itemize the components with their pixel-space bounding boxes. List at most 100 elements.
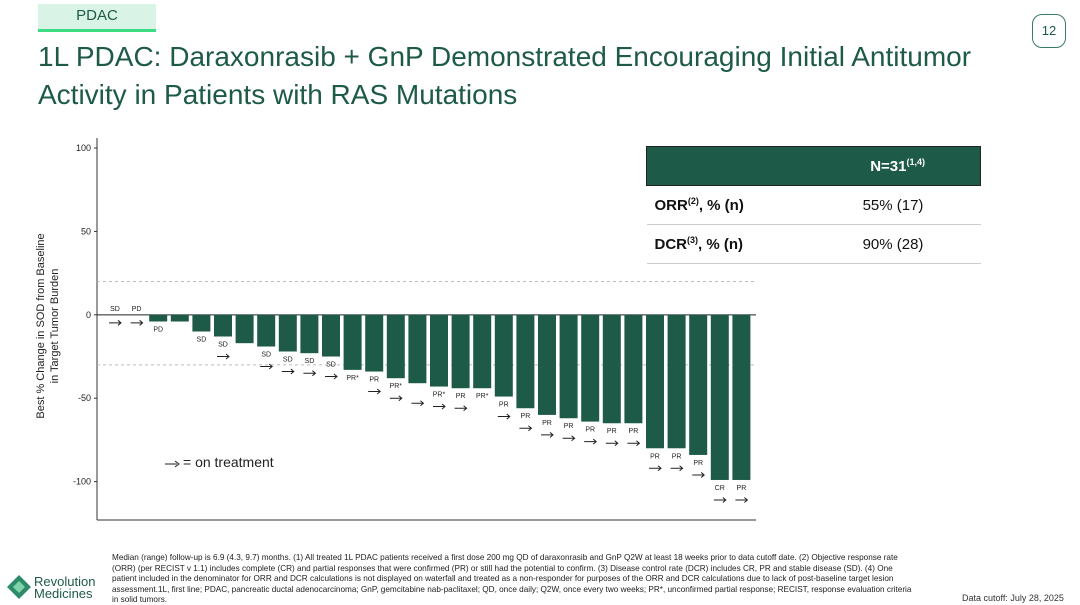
logo-text: Revolution bbox=[34, 574, 96, 589]
bar bbox=[516, 314, 535, 409]
bar bbox=[322, 314, 340, 357]
on-treatment-arrow bbox=[670, 465, 684, 472]
bar bbox=[386, 314, 405, 379]
bar-label: PR bbox=[542, 420, 552, 427]
y-axis-label: in Target Tumor Burden bbox=[49, 269, 61, 384]
bar-label: SD bbox=[197, 337, 207, 344]
bar-label: PR bbox=[672, 453, 682, 460]
label: , % (n) bbox=[698, 197, 744, 214]
y-tick-label: -100 bbox=[73, 477, 91, 487]
on-treatment-arrow bbox=[584, 438, 597, 445]
on-treatment-arrow bbox=[411, 400, 425, 407]
bar bbox=[581, 314, 600, 422]
on-treatment-arrow bbox=[433, 403, 446, 410]
on-treatment-arrow bbox=[368, 388, 381, 395]
footnote: Median (range) follow-up is 6.9 (4.3, 9.… bbox=[112, 553, 912, 604]
bar bbox=[732, 314, 751, 480]
y-tick-label: 0 bbox=[86, 310, 91, 320]
on-treatment-arrow bbox=[389, 395, 403, 402]
row-label: ORR(2), % (n) bbox=[646, 185, 806, 225]
bar bbox=[300, 314, 319, 354]
y-tick-label: 50 bbox=[81, 226, 91, 236]
data-cutoff: Data cutoff: July 28, 2025 bbox=[962, 593, 1064, 603]
bar-label: PR bbox=[369, 377, 379, 384]
on-treatment-arrow bbox=[562, 435, 576, 442]
on-treatment-arrow bbox=[303, 370, 317, 377]
on-treatment-arrow bbox=[130, 319, 144, 326]
bar bbox=[170, 314, 189, 322]
bar-label: PR bbox=[607, 428, 617, 435]
row: ORR(2), % (n) 55% (17) bbox=[646, 185, 981, 225]
on-treatment-arrow bbox=[217, 353, 230, 360]
bar-label: SD bbox=[283, 357, 293, 364]
row: DCR(3), % (n) 90% (28) bbox=[646, 224, 981, 264]
bar bbox=[689, 314, 708, 455]
bar-label: PR* bbox=[433, 392, 446, 399]
legend-arrow bbox=[174, 460, 180, 468]
bar-label: SD bbox=[305, 358, 315, 365]
bar bbox=[235, 314, 254, 344]
bar bbox=[214, 314, 232, 337]
label: ORR bbox=[654, 197, 688, 214]
label: DCR bbox=[654, 236, 688, 253]
bar bbox=[149, 314, 168, 322]
label: , % (n) bbox=[698, 236, 743, 253]
title: 1L PDAC: Daraxonrasib + GnP Demonstrated… bbox=[38, 38, 971, 114]
title-line: Activity in Patients with RAS Mutations bbox=[38, 79, 518, 110]
tag: PDAC bbox=[38, 4, 156, 32]
bar-label: PR bbox=[650, 453, 660, 460]
header-text: N=31 bbox=[870, 158, 907, 175]
bar bbox=[430, 314, 448, 387]
bar-label: PR bbox=[499, 402, 509, 409]
row-value: 90% (28) bbox=[805, 224, 981, 264]
bar bbox=[494, 314, 513, 397]
bar bbox=[538, 314, 556, 415]
on-treatment-arrow bbox=[519, 425, 533, 432]
bar-label: PR* bbox=[346, 375, 359, 382]
header: N=31(1,4) bbox=[646, 146, 981, 186]
on-treatment-arrow bbox=[605, 440, 619, 447]
sup: (3) bbox=[687, 235, 698, 245]
bar-label: PR bbox=[737, 485, 747, 492]
bar-label: PR bbox=[456, 393, 466, 400]
page-number: 12 bbox=[1032, 14, 1066, 48]
bar-label: SD bbox=[261, 352, 271, 359]
bar bbox=[646, 314, 664, 449]
on-treatment-arrow bbox=[713, 497, 727, 503]
on-treatment-arrow bbox=[325, 373, 338, 380]
on-treatment-arrow bbox=[541, 432, 554, 438]
title-line: 1L PDAC: Daraxonrasib + GnP Demonstrated… bbox=[38, 41, 972, 72]
bar bbox=[278, 314, 297, 352]
bar bbox=[624, 314, 643, 424]
sup: (2) bbox=[687, 196, 699, 206]
bar bbox=[602, 314, 621, 424]
bar bbox=[257, 314, 276, 347]
bar bbox=[473, 314, 492, 389]
bar bbox=[667, 314, 686, 449]
bar-label: PD bbox=[132, 306, 142, 313]
legend-text: = on treatment bbox=[183, 454, 274, 470]
row-value: 55% (17) bbox=[805, 185, 981, 225]
bar-label: PR* bbox=[390, 383, 403, 390]
bar bbox=[408, 314, 427, 384]
logo-mark bbox=[7, 575, 31, 599]
bar bbox=[559, 314, 578, 419]
bar-label: SD bbox=[110, 306, 120, 313]
bar-label: PR bbox=[564, 423, 574, 430]
on-treatment-arrow bbox=[735, 497, 749, 503]
on-treatment-arrow bbox=[649, 465, 662, 472]
y-axis-label: Best % Change in SOD from Baseline bbox=[35, 233, 47, 418]
chart: Best % Change in SOD from Baseline in Ta… bbox=[35, 138, 756, 521]
bar-label: PR bbox=[521, 413, 531, 420]
bar bbox=[365, 314, 384, 372]
on-treatment-arrow bbox=[627, 440, 641, 447]
on-treatment-arrow bbox=[692, 472, 705, 478]
on-treatment-arrow bbox=[260, 363, 273, 370]
y-tick-label: 100 bbox=[76, 143, 91, 153]
summary-table: N=31(1,4) ORR(2), % (n) 55% (17) DCR(3), … bbox=[646, 146, 981, 264]
row-label: DCR(3), % (n) bbox=[646, 224, 806, 264]
bar-label: PR bbox=[585, 427, 595, 434]
bar-label: SD bbox=[218, 342, 228, 349]
bar-label: PR bbox=[629, 428, 639, 435]
